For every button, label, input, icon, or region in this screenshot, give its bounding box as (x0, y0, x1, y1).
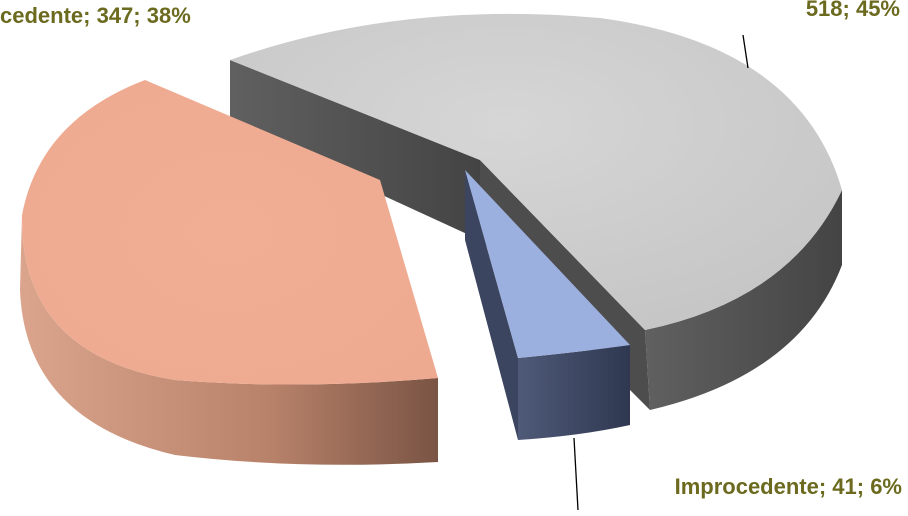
data-label-slice-2: cedente; 347; 38% (0, 3, 191, 28)
slice-0-side-back (230, 60, 480, 240)
data-label-slice-0: 518; 45% (806, 0, 900, 21)
pie-slice-2 (20, 80, 439, 465)
pie-slice-1 (465, 170, 630, 440)
slice-2-top (21, 80, 439, 385)
data-label-slice-1: Improcedente; 41; 6% (675, 474, 902, 499)
slice-0-side-front (645, 190, 842, 410)
leader-line-slice-1 (573, 437, 579, 511)
slice-1-top (465, 170, 630, 358)
slice-0-top (230, 13, 842, 330)
slice-1-side-front (518, 345, 630, 440)
leader-line-slice-0 (742, 34, 749, 69)
slice-2-side (20, 215, 438, 465)
slice-1-side-left (465, 170, 518, 440)
